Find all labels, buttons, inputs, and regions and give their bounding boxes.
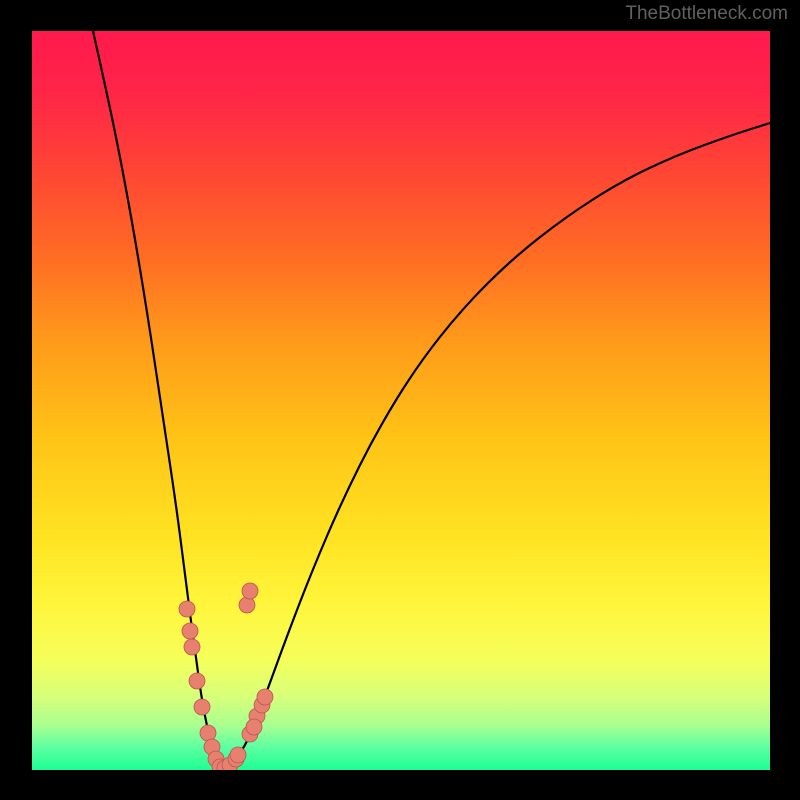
data-point [242,583,258,599]
data-point [257,689,273,705]
data-point [230,747,246,763]
v-curve [93,31,770,768]
data-point [184,639,200,655]
data-point [182,623,198,639]
data-point [200,725,216,741]
data-point [179,601,195,617]
chart-container: TheBottleneck.com [0,0,800,800]
data-point [246,719,262,735]
watermark-text: TheBottleneck.com [625,3,788,25]
data-point [189,673,205,689]
plot-area [32,31,770,770]
data-points [179,583,273,770]
data-point [194,699,210,715]
curve-overlay [32,31,770,770]
data-point [239,597,255,613]
